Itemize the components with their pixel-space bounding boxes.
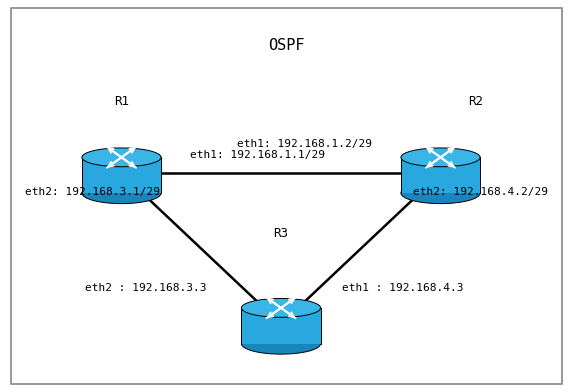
Text: R3: R3: [273, 227, 288, 240]
Text: R2: R2: [468, 95, 483, 109]
Polygon shape: [241, 308, 321, 344]
Text: eth1: 192.168.1.2/29: eth1: 192.168.1.2/29: [237, 139, 372, 149]
Ellipse shape: [82, 148, 161, 167]
Text: R1: R1: [114, 95, 129, 109]
Ellipse shape: [401, 183, 480, 203]
Text: OSPF: OSPF: [268, 38, 305, 53]
Ellipse shape: [82, 183, 161, 203]
Text: eth1 : 192.168.4.3: eth1 : 192.168.4.3: [342, 283, 463, 293]
Text: eth2: 192.168.4.2/29: eth2: 192.168.4.2/29: [413, 187, 548, 197]
Polygon shape: [401, 157, 480, 193]
Ellipse shape: [241, 333, 321, 354]
Ellipse shape: [401, 148, 480, 167]
Polygon shape: [82, 157, 161, 193]
Text: eth2 : 192.168.3.3: eth2 : 192.168.3.3: [85, 283, 207, 293]
Ellipse shape: [241, 298, 321, 317]
Text: eth2: 192.168.3.1/29: eth2: 192.168.3.1/29: [25, 187, 160, 197]
Text: eth1: 192.168.1.1/29: eth1: 192.168.1.1/29: [190, 150, 325, 160]
